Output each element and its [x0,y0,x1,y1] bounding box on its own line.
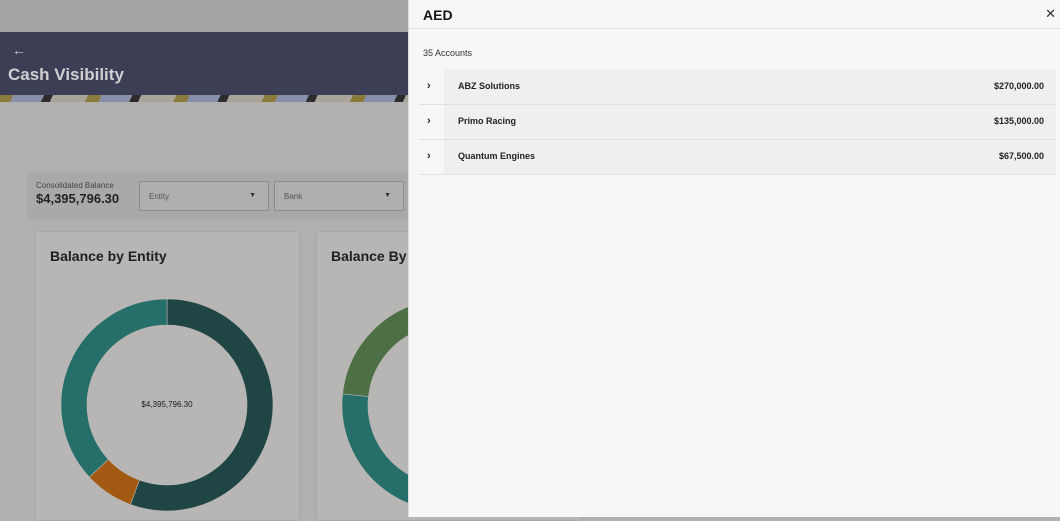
entity-select[interactable]: Entity ▼ [139,181,269,211]
accounts-count: 35 Accounts [423,48,473,58]
arrow-left-icon[interactable]: ← [12,42,26,58]
bank-select-placeholder: Bank [284,192,303,201]
donut-segment-3[interactable] [60,298,168,478]
list-item[interactable]: › Quantum Engines $67,500.00 [419,140,1056,175]
chevron-right-icon[interactable]: › [427,80,431,92]
caret-down-icon: ▼ [249,192,256,199]
entity-name: ABZ Solutions [458,81,520,91]
caret-down-icon: ▼ [384,192,391,199]
bank-select[interactable]: Bank ▼ [274,181,404,211]
entity-amount: $135,000.00 [993,116,1044,126]
entity-amount: $270,000.00 [993,81,1044,91]
page-title: Cash Visibility [8,65,124,84]
card-title: Balance By [331,248,407,264]
entity-amount: $67,500.00 [998,151,1044,161]
drawer-header: AED ✕ [409,0,1060,29]
entity-name: Quantum Engines [458,151,536,161]
chevron-right-icon[interactable]: › [427,150,431,162]
list-item[interactable]: › Primo Racing $135,000.00 [419,105,1056,140]
close-icon[interactable]: ✕ [1045,6,1056,21]
consolidated-balance-value: $4,395,796.30 [36,191,120,206]
entity-select-placeholder: Entity [149,192,170,201]
chevron-right-icon[interactable]: › [427,115,431,127]
list-item[interactable]: › ABZ Solutions $270,000.00 [419,70,1056,105]
card-title: Balance by Entity [50,248,167,264]
entity-list: › ABZ Solutions $270,000.00 › Primo Racin… [419,70,1056,175]
donut-segment-1[interactable] [130,298,274,512]
consolidated-balance-label: Consolidated Balance [36,181,114,190]
entity-name: Primo Racing [458,116,517,126]
donut-center-label: $4,395,796.30 [141,400,193,409]
aed-drawer: AED ✕ 35 Accounts › ABZ Solutions $270,00… [408,0,1060,517]
drawer-title: AED [423,7,453,23]
